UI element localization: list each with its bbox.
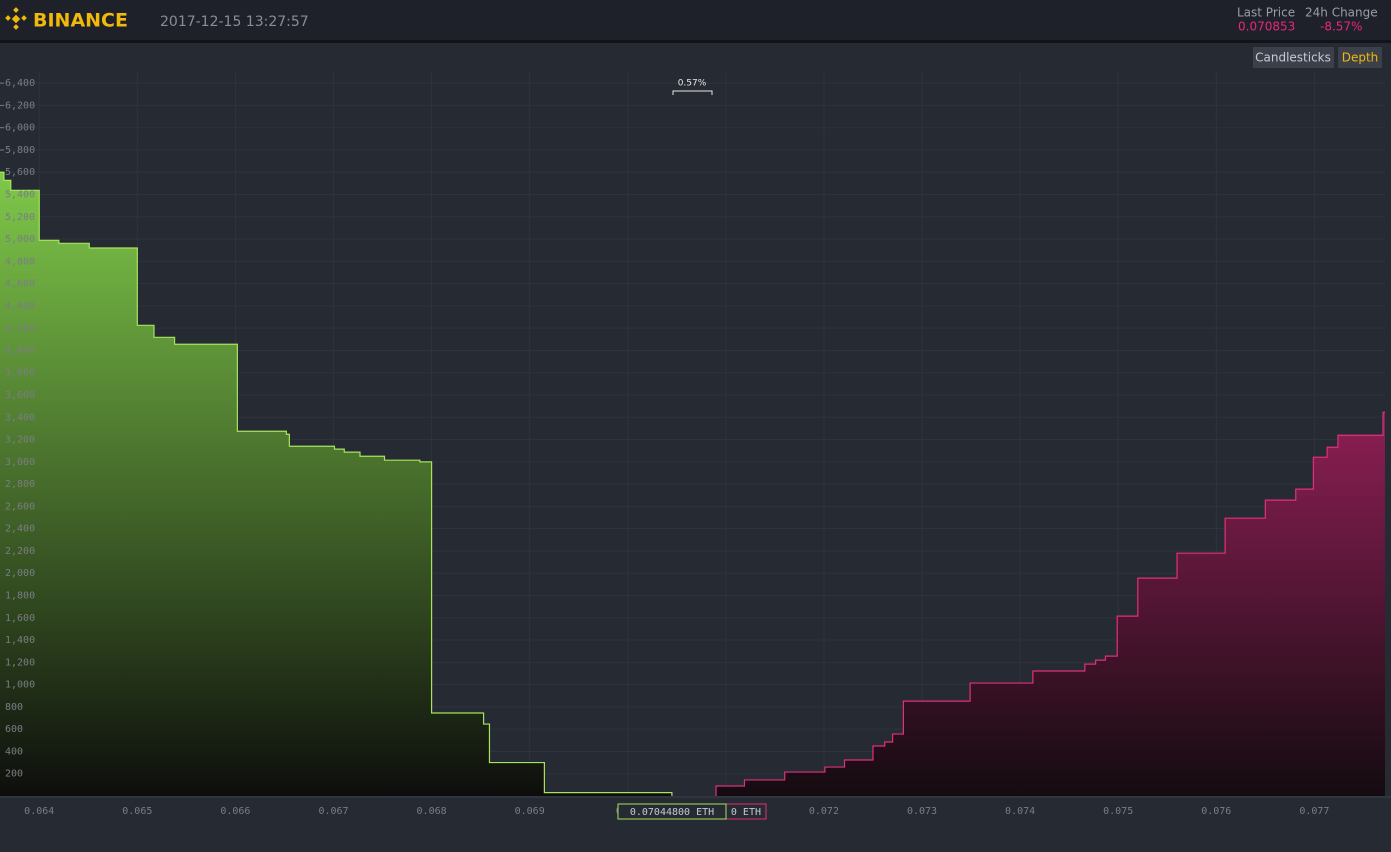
bid-tooltip-box [617,803,727,820]
y-tick-label: 1,200 [5,657,35,668]
candlesticks-label[interactable]: Candlesticks [1255,51,1331,65]
depth-area [0,172,672,796]
y-tick-label: 6,000 [5,123,35,134]
y-tick-label: 6,200 [5,100,35,111]
x-tick-label: 0.073 [907,806,937,817]
y-tick-label: 800 [5,702,23,713]
overlay: 200 400 600 800 1,000 1,200 1,400 1,600 1,800 2,0… [5,78,767,820]
x-tick-label: 0.069 [515,806,545,817]
y-tick-label: 1,800 [5,591,35,602]
depth-label[interactable]: Depth [1342,51,1379,65]
y-tick-label: 2,400 [5,524,35,535]
y-tick-label: 600 [5,724,23,735]
y-tick-label: 4,400 [5,301,35,312]
spread-bracket [672,90,713,95]
y-tick-label: 3,400 [5,412,35,423]
y-tick-label: 3,200 [5,435,35,446]
y-tick-label: 4,000 [5,345,35,356]
y-tick-label: 400 [5,746,23,757]
x-tick-label: 0.064 [24,806,54,817]
bid-tooltip: 0.07044800 ETH [630,807,714,818]
x-tick-label: 0.074 [1005,806,1035,817]
x-tick-label: 0.077 [1299,806,1329,817]
datetime: 2017-12-15 13:27:57 [160,14,309,30]
y-tick-label: 4,200 [5,323,35,334]
y-tick-label: 1,000 [5,680,35,691]
brand: BINANCE [33,10,128,32]
y-tick-label: 1,400 [5,635,35,646]
x-tick-label: 0.076 [1201,806,1231,817]
header-border [0,40,1391,43]
y-tick-label: 5,000 [5,234,35,245]
y-tick-label: 5,600 [5,167,35,178]
depth-area [716,412,1385,796]
y-tick-label: 2,600 [5,501,35,512]
y-tick-label: 6,400 [5,78,35,89]
last-price-label: Last Price [1237,6,1295,20]
depth-line [715,411,1385,796]
depth-button[interactable] [1338,47,1382,68]
change-label: 24h Change [1305,6,1378,20]
x-tick-label: 0.067 [318,806,348,817]
y-tick-label: 4,600 [5,279,35,290]
change: -8.57% [1320,20,1362,34]
plot: 0.0640.0650.0660.0670.0680.0690.070.0710… [0,72,1391,817]
x-tick-label: 0.075 [1103,806,1133,817]
y-tick-label: 5,400 [5,190,35,201]
y-tick-label: 1,600 [5,613,35,624]
y-tick-label: 2,800 [5,479,35,490]
y-tick-label: 4,800 [5,256,35,267]
last-price: 0.070853 [1238,20,1295,34]
y-tick-label: 2,000 [5,568,35,579]
y-tick-label: 3,800 [5,368,35,379]
x-tick-label: 0.065 [122,806,152,817]
x-tick-label: 0.068 [417,806,447,817]
y-tick-label: 200 [5,769,23,780]
ask-tooltip: 0 ETH [731,807,761,818]
y-tick-label: 2,200 [5,546,35,557]
y-tick-label: 5,200 [5,212,35,223]
header [0,0,1391,40]
y-tick-label: 3,000 [5,457,35,468]
y-tick-label: 5,800 [5,145,35,156]
y-tick-label: 3,600 [5,390,35,401]
spread-label: 0.57% [678,79,707,89]
depth-line [0,171,673,796]
candlesticks-button[interactable] [1253,47,1334,68]
x-tick-label: 0.066 [220,806,250,817]
x-tick-label: 0.072 [809,806,839,817]
